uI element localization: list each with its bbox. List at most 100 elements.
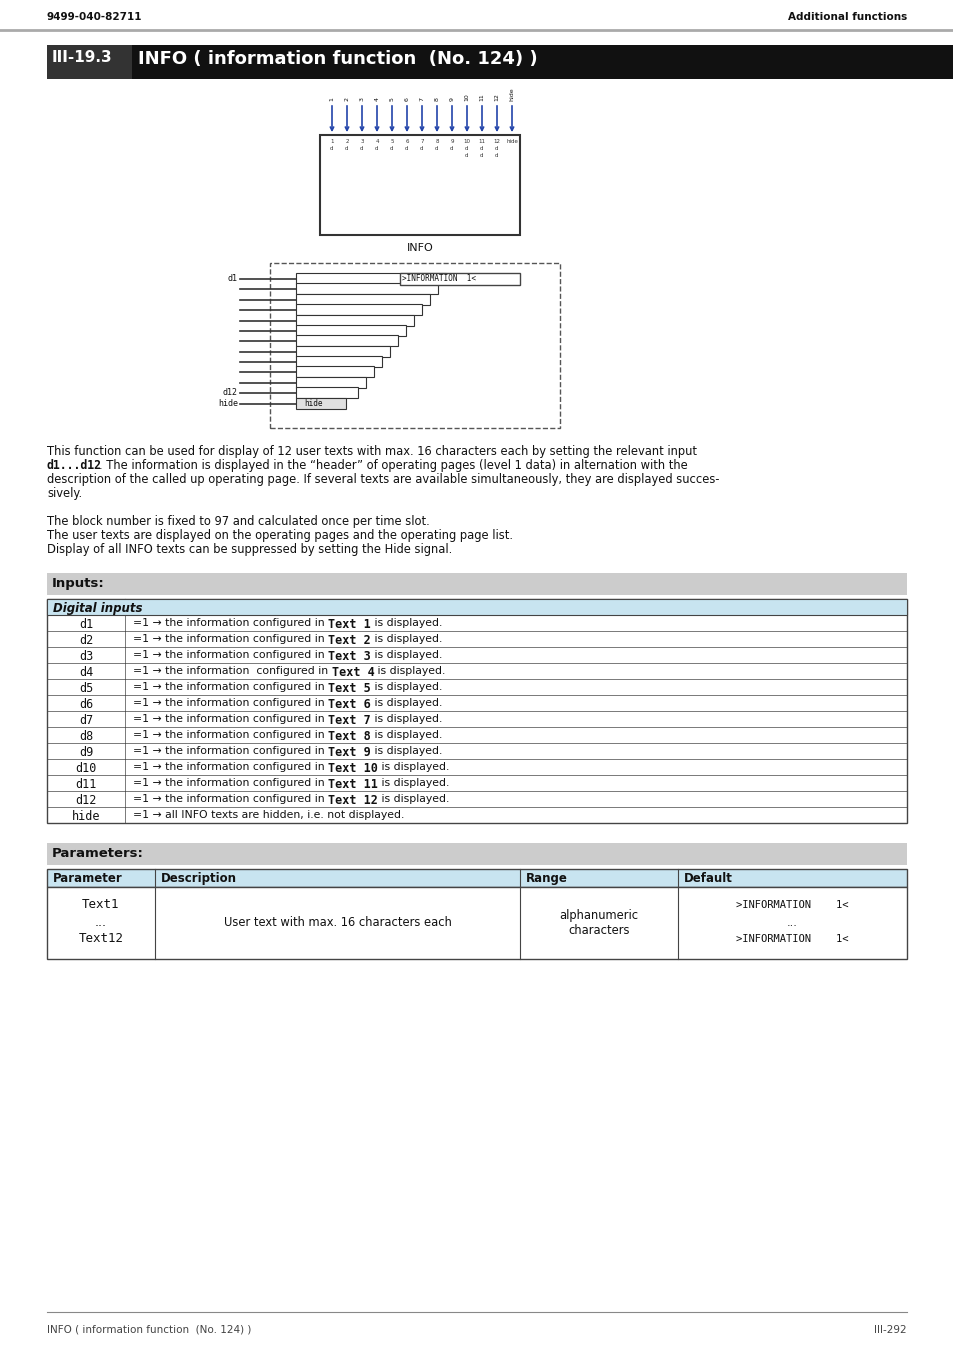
Text: =1 → the information  configured in: =1 → the information configured in xyxy=(132,666,332,676)
Text: is displayed.: is displayed. xyxy=(377,794,449,805)
Bar xyxy=(295,284,437,294)
Text: 6: 6 xyxy=(404,97,409,101)
Bar xyxy=(47,599,906,824)
Text: =1 → all INFO texts are hidden, i.e. not displayed.: =1 → all INFO texts are hidden, i.e. not… xyxy=(132,810,404,819)
Text: 9499-040-82711: 9499-040-82711 xyxy=(47,12,142,22)
Text: 4: 4 xyxy=(375,97,379,101)
Text: d: d xyxy=(330,146,334,151)
Text: Inputs:: Inputs: xyxy=(52,576,105,590)
Text: d12: d12 xyxy=(223,389,237,397)
Text: 8: 8 xyxy=(435,139,438,144)
Text: Text1: Text1 xyxy=(82,899,120,911)
Text: ...: ... xyxy=(786,918,797,927)
Text: d7: d7 xyxy=(79,714,93,728)
Text: 12: 12 xyxy=(494,93,499,101)
Bar xyxy=(47,572,906,595)
Bar xyxy=(132,45,953,80)
Text: Text 6: Text 6 xyxy=(328,698,371,711)
Bar xyxy=(295,294,430,305)
Text: Text 5: Text 5 xyxy=(328,682,371,695)
Text: ...: ... xyxy=(95,917,107,930)
Text: >INFORMATION    1<: >INFORMATION 1< xyxy=(736,900,848,910)
Bar xyxy=(295,398,346,409)
Text: d11: d11 xyxy=(75,778,96,791)
Text: 5: 5 xyxy=(390,139,394,144)
Text: hide: hide xyxy=(509,88,514,101)
Text: d: d xyxy=(405,146,408,151)
Bar xyxy=(47,599,906,616)
Text: sively.: sively. xyxy=(47,487,82,500)
Text: =1 → the information configured in: =1 → the information configured in xyxy=(132,634,328,644)
Text: d: d xyxy=(390,146,394,151)
Text: Default: Default xyxy=(683,872,732,886)
Bar xyxy=(295,356,381,367)
Text: Description: Description xyxy=(161,872,236,886)
Bar xyxy=(295,304,421,315)
Text: The block number is fixed to 97 and calculated once per time slot.: The block number is fixed to 97 and calc… xyxy=(47,514,429,528)
Text: d: d xyxy=(345,146,349,151)
Text: =1 → the information configured in: =1 → the information configured in xyxy=(132,682,328,693)
Text: is displayed.: is displayed. xyxy=(377,778,449,788)
Text: d: d xyxy=(360,146,363,151)
Text: 4: 4 xyxy=(375,139,378,144)
Text: 8: 8 xyxy=(434,97,439,101)
Bar xyxy=(47,842,906,865)
Text: Text 1: Text 1 xyxy=(328,618,371,630)
Text: hide: hide xyxy=(505,139,517,144)
Text: d4: d4 xyxy=(79,666,93,679)
Text: d: d xyxy=(479,146,483,151)
Text: Range: Range xyxy=(525,872,567,886)
Text: III-19.3: III-19.3 xyxy=(52,50,112,65)
Text: Additional functions: Additional functions xyxy=(787,12,906,22)
Text: Parameters:: Parameters: xyxy=(52,846,144,860)
Text: d: d xyxy=(479,153,483,158)
Text: is displayed.: is displayed. xyxy=(371,682,442,693)
Text: =1 → the information configured in: =1 → the information configured in xyxy=(132,747,328,756)
Text: Text 3: Text 3 xyxy=(328,649,371,663)
Text: d: d xyxy=(450,146,454,151)
Text: =1 → the information configured in: =1 → the information configured in xyxy=(132,730,328,740)
Text: Digital inputs: Digital inputs xyxy=(53,602,142,616)
Text: 7: 7 xyxy=(420,139,423,144)
Text: >INFORMATION  1<: >INFORMATION 1< xyxy=(401,274,476,284)
Bar xyxy=(319,135,519,235)
Text: alphanumeric: alphanumeric xyxy=(558,910,638,922)
Text: III-292: III-292 xyxy=(874,1324,906,1335)
Text: 9: 9 xyxy=(450,139,454,144)
Text: d10: d10 xyxy=(75,761,96,775)
Text: INFO ( information function  (No. 124) ): INFO ( information function (No. 124) ) xyxy=(47,1324,251,1335)
Text: 12: 12 xyxy=(493,139,500,144)
Bar xyxy=(47,45,132,80)
Text: Text12: Text12 xyxy=(78,933,123,945)
Text: User text with max. 16 characters each: User text with max. 16 characters each xyxy=(223,917,451,930)
Text: is displayed.: is displayed. xyxy=(371,698,442,707)
Text: hide: hide xyxy=(71,810,100,824)
Text: =1 → the information configured in: =1 → the information configured in xyxy=(132,649,328,660)
Text: =1 → the information configured in: =1 → the information configured in xyxy=(132,778,328,788)
Text: d6: d6 xyxy=(79,698,93,711)
Text: =1 → the information configured in: =1 → the information configured in xyxy=(132,714,328,724)
Bar xyxy=(47,869,906,887)
Text: =1 → the information configured in: =1 → the information configured in xyxy=(132,761,328,772)
Text: is displayed.: is displayed. xyxy=(371,618,442,628)
Text: is displayed.: is displayed. xyxy=(374,666,445,676)
Bar xyxy=(295,387,357,398)
Text: 2: 2 xyxy=(344,97,349,101)
Text: is displayed.: is displayed. xyxy=(371,730,442,740)
Bar xyxy=(295,346,390,356)
Text: Text 4: Text 4 xyxy=(332,666,374,679)
Text: is displayed.: is displayed. xyxy=(371,634,442,644)
Text: d: d xyxy=(375,146,378,151)
Text: hide: hide xyxy=(218,398,237,408)
Text: description of the called up operating page. If several texts are available simu: description of the called up operating p… xyxy=(47,472,719,486)
Text: Display of all INFO texts can be suppressed by setting the Hide signal.: Display of all INFO texts can be suppres… xyxy=(47,543,452,556)
Text: This function can be used for display of 12 user texts with max. 16 characters e: This function can be used for display of… xyxy=(47,446,697,458)
Bar xyxy=(295,377,366,387)
Text: d3: d3 xyxy=(79,649,93,663)
Text: Text 11: Text 11 xyxy=(328,778,377,791)
Bar xyxy=(399,273,519,285)
Text: 1: 1 xyxy=(330,139,334,144)
Bar xyxy=(295,335,397,347)
Text: d1: d1 xyxy=(79,618,93,630)
Text: d: d xyxy=(495,153,498,158)
